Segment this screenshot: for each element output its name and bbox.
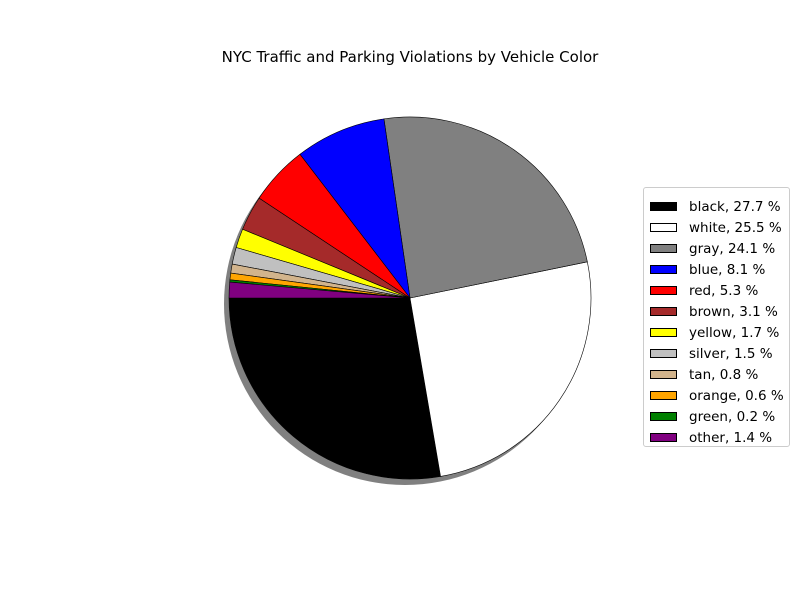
legend-item-orange: orange, 0.6 % (650, 385, 789, 406)
legend-item-silver: silver, 1.5 % (650, 343, 789, 364)
legend-label: gray, 24.1 % (689, 240, 776, 257)
legend-item-black: black, 27.7 % (650, 196, 789, 217)
legend-swatch (650, 391, 677, 400)
legend-swatch (650, 223, 677, 232)
legend-item-green: green, 0.2 % (650, 406, 789, 427)
pie-slice-gray (383, 116, 588, 299)
legend-item-tan: tan, 0.8 % (650, 364, 789, 385)
legend-item-other: other, 1.4 % (650, 427, 789, 448)
legend-item-yellow: yellow, 1.7 % (650, 322, 789, 343)
pie-slice-black (228, 297, 441, 480)
legend-label: black, 27.7 % (689, 198, 781, 215)
legend-item-gray: gray, 24.1 % (650, 238, 789, 259)
legend-swatch (650, 349, 677, 358)
legend-item-brown: brown, 3.1 % (650, 301, 789, 322)
legend-label: white, 25.5 % (689, 219, 782, 236)
legend-label: red, 5.3 % (689, 282, 759, 299)
legend-item-blue: blue, 8.1 % (650, 259, 789, 280)
chart-title: NYC Traffic and Parking Violations by Ve… (221, 48, 599, 66)
chart-legend: black, 27.7 % white, 25.5 % gray, 24.1 % bl… (643, 187, 790, 447)
legend-item-red: red, 5.3 % (650, 280, 789, 301)
legend-swatch (650, 244, 677, 253)
legend-swatch (650, 202, 677, 211)
legend-label: green, 0.2 % (689, 408, 776, 425)
legend-swatch (650, 307, 677, 316)
legend-label: orange, 0.6 % (689, 387, 784, 404)
pie-slice-other (228, 281, 411, 299)
legend-swatch (650, 286, 677, 295)
legend-label: brown, 3.1 % (689, 303, 778, 320)
pie-slice-white (409, 261, 592, 477)
legend-item-white: white, 25.5 % (650, 217, 789, 238)
legend-swatch (650, 328, 677, 337)
legend-swatch (650, 370, 677, 379)
legend-swatch (650, 433, 677, 442)
legend-label: blue, 8.1 % (689, 261, 766, 278)
legend-swatch (650, 412, 677, 421)
legend-swatch (650, 265, 677, 274)
legend-label: silver, 1.5 % (689, 345, 773, 362)
pie-slice-blue (299, 118, 411, 299)
legend-label: tan, 0.8 % (689, 366, 759, 383)
legend-label: other, 1.4 % (689, 429, 773, 446)
legend-label: yellow, 1.7 % (689, 324, 780, 341)
